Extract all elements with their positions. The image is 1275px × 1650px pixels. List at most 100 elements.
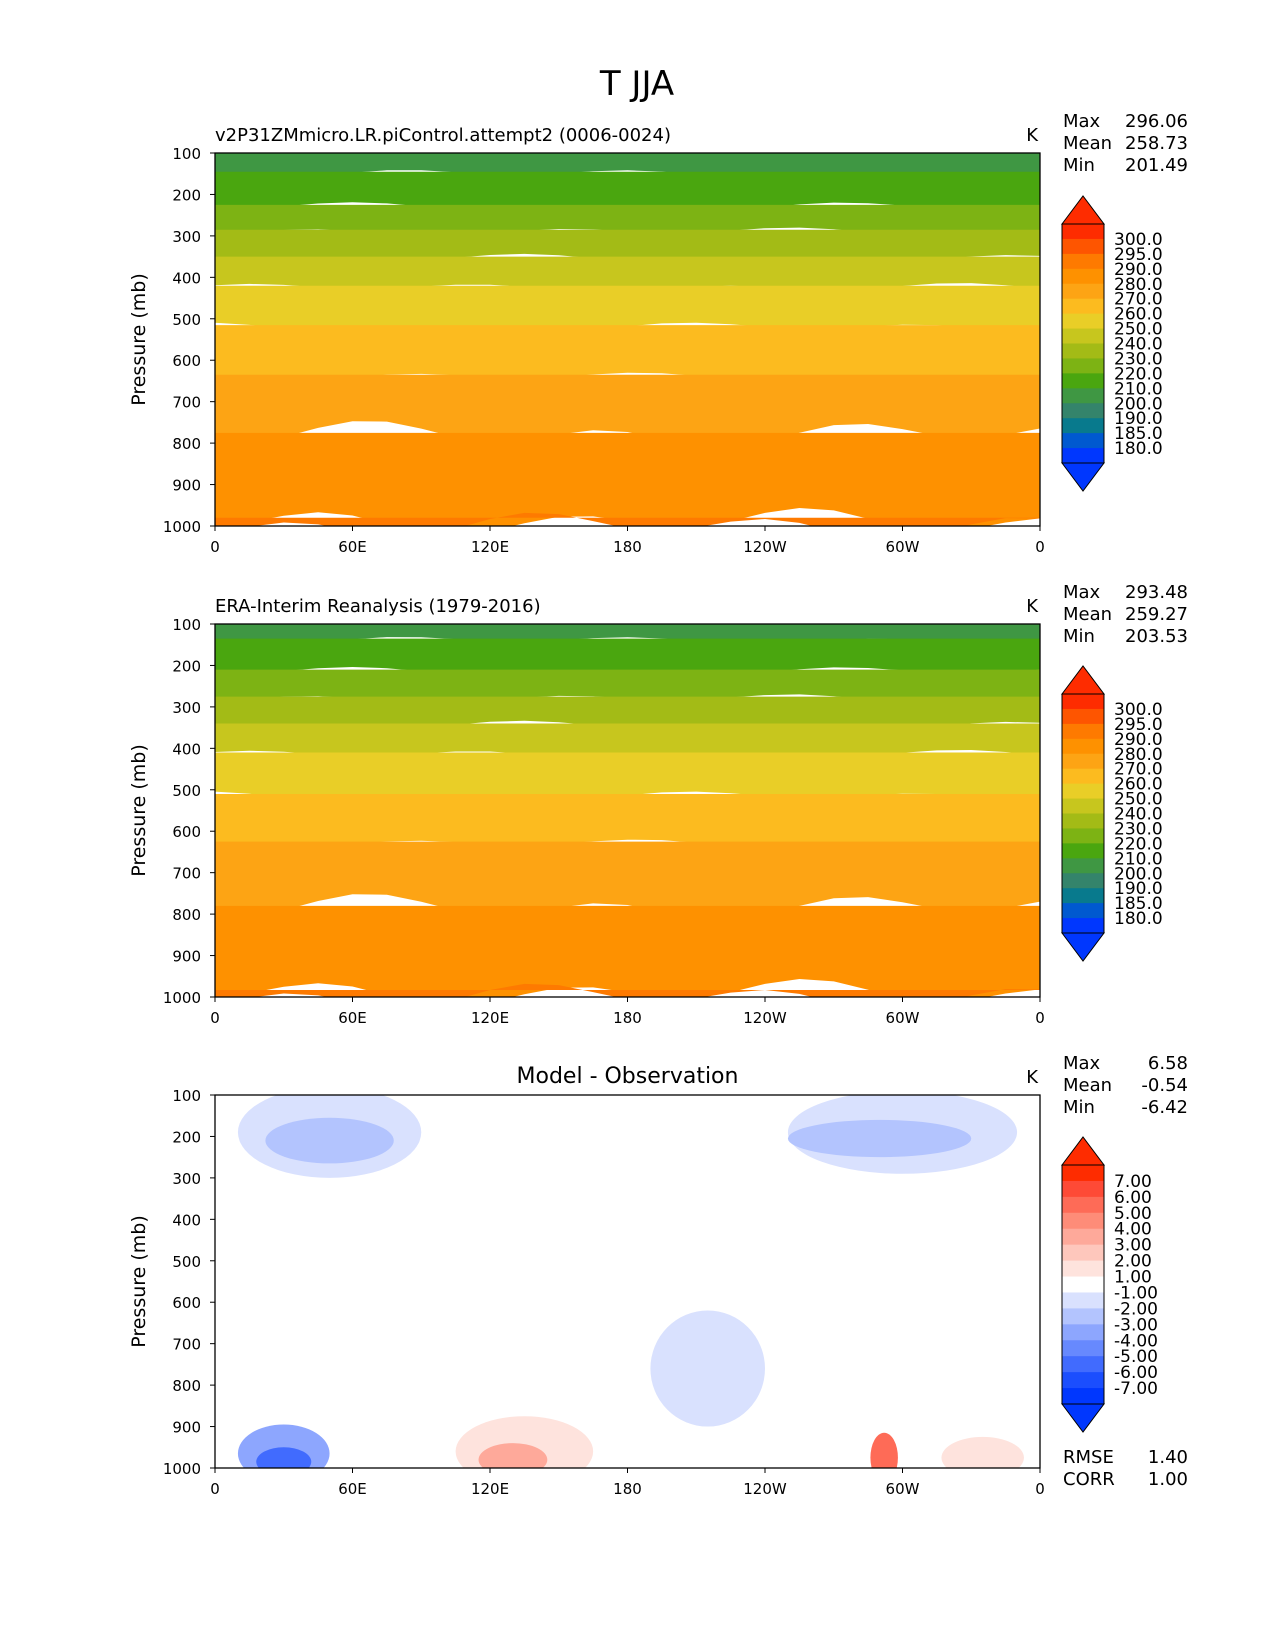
colorbar-label: 295.0 bbox=[1114, 715, 1163, 735]
stat-corr-value: 1.00 bbox=[1148, 1469, 1188, 1490]
colorbar-label: 290.0 bbox=[1114, 260, 1163, 280]
stat-max-value: 296.06 bbox=[1125, 111, 1188, 132]
x-tick-label: 60W bbox=[886, 538, 920, 556]
colorbar-label: 240.0 bbox=[1114, 335, 1163, 355]
colorbar-label: 260.0 bbox=[1114, 775, 1163, 795]
colorbar-segment bbox=[1062, 253, 1104, 270]
y-tick-label: 800 bbox=[172, 906, 201, 924]
colorbar: 300.0295.0290.0280.0270.0260.0250.0240.0… bbox=[1061, 195, 1163, 492]
colorbar-label: -7.00 bbox=[1114, 1379, 1158, 1399]
colorbar-label: 240.0 bbox=[1114, 805, 1163, 825]
colorbar-label: -5.00 bbox=[1114, 1347, 1158, 1367]
colorbar-segment bbox=[1062, 694, 1104, 710]
panel-1: v2P31ZMmicro.LR.piControl.attempt2 (0006… bbox=[128, 111, 1188, 556]
y-tick-label: 900 bbox=[172, 948, 201, 966]
colorbar-label: 180.0 bbox=[1114, 439, 1163, 459]
colorbar-segment bbox=[1062, 1276, 1104, 1293]
contour-band bbox=[215, 752, 1040, 801]
contour-band bbox=[215, 793, 1040, 849]
colorbar-segment bbox=[1062, 888, 1104, 904]
colorbar-extend-min bbox=[1061, 1403, 1105, 1433]
x-tick-label: 60E bbox=[338, 1009, 367, 1027]
contour-band bbox=[215, 285, 1040, 332]
colorbar-segment bbox=[1062, 813, 1104, 829]
colorbar-label: 6.00 bbox=[1114, 1188, 1152, 1208]
colorbar-label: -1.00 bbox=[1114, 1283, 1158, 1303]
contour-band bbox=[215, 229, 1040, 264]
colorbar-segment bbox=[1062, 298, 1104, 315]
anomaly-contour bbox=[870, 1432, 898, 1468]
colorbar-label: 280.0 bbox=[1114, 275, 1163, 295]
contour-band bbox=[215, 432, 1040, 526]
colorbar-frame bbox=[1061, 1164, 1105, 1405]
stat-corr-label: CORR bbox=[1063, 1469, 1115, 1490]
colorbar-segment bbox=[1062, 328, 1104, 344]
plot-area bbox=[215, 624, 1040, 997]
contour-band bbox=[215, 512, 1040, 526]
anomaly-contour bbox=[478, 1443, 548, 1468]
colorbar-segment bbox=[1062, 753, 1104, 770]
y-tick-label: 600 bbox=[172, 352, 201, 370]
y-tick-label: 500 bbox=[172, 1253, 201, 1271]
anomaly-contour bbox=[256, 1447, 312, 1468]
stat-mean-value: -0.54 bbox=[1141, 1075, 1188, 1096]
x-tick-label: 120E bbox=[471, 1480, 509, 1498]
contour-band bbox=[215, 638, 1040, 676]
colorbar-segment bbox=[1062, 283, 1104, 300]
figure-title: T JJA bbox=[599, 64, 674, 104]
y-axis-label: Pressure (mb) bbox=[128, 273, 150, 406]
stat-mean-label: Mean bbox=[1063, 133, 1112, 154]
colorbar-segment bbox=[1062, 433, 1104, 449]
colorbar: 300.0295.0290.0280.0270.0260.0250.0240.0… bbox=[1061, 665, 1163, 962]
colorbar-segment bbox=[1062, 723, 1104, 740]
panel-2: ERA-Interim Reanalysis (1979-2016) K 100 20… bbox=[128, 582, 1188, 1027]
stat-min-value: 203.53 bbox=[1125, 626, 1188, 647]
y-tick-label: 300 bbox=[172, 228, 201, 246]
contour-band bbox=[215, 905, 1040, 997]
contour-band bbox=[215, 696, 1040, 730]
x-tick-label: 0 bbox=[1035, 1480, 1045, 1498]
colorbar-label: 290.0 bbox=[1114, 730, 1163, 750]
colorbar-label: 220.0 bbox=[1114, 364, 1163, 384]
y-tick-label: 700 bbox=[172, 865, 201, 883]
colorbar-label: 230.0 bbox=[1114, 819, 1163, 839]
y-tick-label: 400 bbox=[172, 1211, 201, 1229]
colorbar-segment bbox=[1062, 783, 1104, 800]
colorbar-label: 295.0 bbox=[1114, 245, 1163, 265]
colorbar-label: -6.00 bbox=[1114, 1363, 1158, 1383]
colorbar-segment bbox=[1062, 1372, 1104, 1389]
y-axis-label: Pressure (mb) bbox=[128, 744, 150, 877]
stat-mean-label: Mean bbox=[1063, 604, 1112, 625]
colorbar-segment bbox=[1062, 873, 1104, 889]
y-tick-label: 100 bbox=[172, 1087, 201, 1105]
colorbar-label: 190.0 bbox=[1114, 409, 1163, 429]
colorbar-segment bbox=[1062, 858, 1104, 874]
colorbar-label: 180.0 bbox=[1114, 909, 1163, 929]
x-tick-label: 60W bbox=[886, 1009, 920, 1027]
stat-max-label: Max bbox=[1063, 582, 1101, 603]
colorbar-segment bbox=[1062, 358, 1104, 374]
y-tick-label: 600 bbox=[172, 1294, 201, 1312]
panel-title: v2P31ZMmicro.LR.piControl.attempt2 (0006… bbox=[215, 125, 671, 146]
colorbar-label: 185.0 bbox=[1114, 424, 1163, 444]
x-tick-label: 120W bbox=[743, 1009, 787, 1027]
colorbar-label: -3.00 bbox=[1114, 1315, 1158, 1335]
x-tick-label: 180 bbox=[613, 1480, 642, 1498]
colorbar-frame bbox=[1061, 223, 1105, 464]
colorbar-segment bbox=[1062, 1196, 1104, 1214]
colorbar-segment bbox=[1062, 343, 1104, 359]
contour-band bbox=[215, 256, 1040, 293]
colorbar-label: 3.00 bbox=[1114, 1236, 1152, 1256]
colorbar-label: 250.0 bbox=[1114, 790, 1163, 810]
panel-title: ERA-Interim Reanalysis (1979-2016) bbox=[215, 596, 541, 617]
colorbar-segment bbox=[1062, 313, 1104, 330]
colorbar-extend-min bbox=[1061, 932, 1105, 962]
colorbar-segment bbox=[1062, 1340, 1104, 1357]
colorbar-label: 260.0 bbox=[1114, 305, 1163, 325]
colorbar-segment bbox=[1062, 903, 1104, 919]
colorbar-extend-min bbox=[1061, 462, 1105, 492]
colorbar-label: -4.00 bbox=[1114, 1331, 1158, 1351]
anomaly-contour bbox=[787, 1119, 972, 1158]
y-tick-label: 300 bbox=[172, 699, 201, 717]
